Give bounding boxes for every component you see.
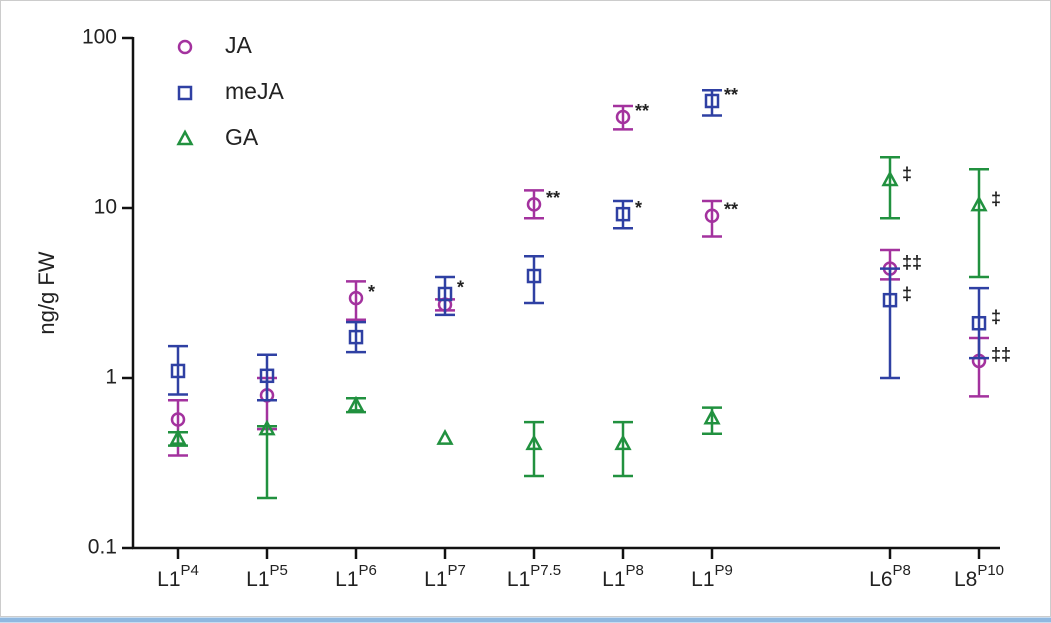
error-bar <box>880 267 900 380</box>
x-tick-label-main: L1 <box>507 568 530 591</box>
x-tick-label-main: L1 <box>424 568 447 591</box>
error-bar <box>880 155 900 220</box>
data-point <box>971 315 987 331</box>
y-tick-label: 1 <box>105 366 117 389</box>
x-tick-label: L1P7 <box>424 562 466 591</box>
x-tick-label: L6P8 <box>869 562 911 591</box>
x-tick-label-main: L8 <box>954 568 977 591</box>
data-point <box>170 412 186 427</box>
x-tick-label: L1P6 <box>335 562 377 591</box>
legend-marker <box>177 85 193 101</box>
data-point <box>259 368 275 384</box>
y-axis-label: ng/g FW <box>34 251 59 334</box>
significance-label: ‡ <box>902 164 912 184</box>
x-tick-label-sup: P6 <box>359 562 377 579</box>
significance-label: ‡ <box>991 189 1001 209</box>
data-point <box>970 195 988 212</box>
significance-label: ** <box>724 200 738 220</box>
error-bar <box>524 189 544 220</box>
x-tick-label-main: L6 <box>869 568 892 591</box>
significance-label: * <box>457 278 464 298</box>
error-bar <box>969 168 989 279</box>
error-bar <box>613 199 633 230</box>
y-tick-label: 0.1 <box>88 536 117 559</box>
x-tick-label-main: L1 <box>691 568 714 591</box>
x-tick-label: L1P5 <box>246 562 288 591</box>
significance-label: ** <box>635 101 649 121</box>
significance-label: ** <box>546 188 560 208</box>
x-tick-label-sup: P10 <box>977 562 1004 579</box>
legend-label: GA <box>225 124 259 150</box>
x-tick-label: L1P9 <box>691 562 733 591</box>
y-tick-label: 10 <box>94 196 117 219</box>
data-point <box>258 419 276 436</box>
data-point <box>615 206 631 222</box>
x-tick-label: L8P10 <box>954 562 1004 591</box>
error-bar <box>524 255 544 305</box>
legend-marker <box>176 129 194 146</box>
data-point <box>704 208 720 224</box>
x-tick-label-main: L1 <box>335 568 358 591</box>
x-tick-label: L1P4 <box>157 562 199 591</box>
error-bar <box>257 425 277 500</box>
significance-label: ‡‡ <box>991 345 1011 365</box>
x-tick-label-sup: P5 <box>270 562 288 579</box>
data-point <box>525 434 543 451</box>
data-point <box>348 290 364 306</box>
data-point <box>615 109 631 125</box>
error-bar <box>346 320 366 354</box>
data-point <box>703 408 721 425</box>
x-tick-label: L1P7.5 <box>507 562 561 591</box>
legend-label: JA <box>225 32 253 58</box>
x-tick-label-sup: P8 <box>893 562 911 579</box>
legend-marker <box>177 39 193 55</box>
significance-label: ** <box>724 85 738 105</box>
x-tick-label: L1P8 <box>602 562 644 591</box>
error-bar <box>702 199 722 238</box>
x-tick-label-sup: P7.5 <box>530 562 561 579</box>
error-bar <box>257 353 277 402</box>
data-point <box>526 197 542 212</box>
significance-label: ‡ <box>902 284 912 304</box>
error-bar <box>168 344 188 396</box>
significance-label: ‡ <box>991 307 1001 327</box>
x-tick-label-sup: P4 <box>181 562 199 579</box>
error-bar <box>969 286 989 360</box>
x-tick-label-main: L1 <box>602 568 625 591</box>
data-point <box>347 395 365 412</box>
error-bar <box>346 280 366 322</box>
error-bar <box>435 275 455 317</box>
data-point <box>348 329 364 345</box>
x-tick-label-main: L1 <box>246 568 269 591</box>
x-tick-label-sup: P9 <box>715 562 733 579</box>
x-tick-label-main: L1 <box>157 568 180 591</box>
y-tick-label: 100 <box>82 26 117 49</box>
data-point <box>169 428 187 445</box>
data-point <box>437 286 453 302</box>
data-point <box>704 93 720 109</box>
data-point <box>614 434 632 451</box>
data-point <box>170 363 186 379</box>
x-tick-label-sup: P7 <box>448 562 466 579</box>
x-tick-label-sup: P8 <box>626 562 644 579</box>
significance-label: * <box>635 198 642 218</box>
data-point <box>882 292 898 308</box>
data-point <box>881 170 899 187</box>
data-point <box>436 428 454 445</box>
significance-label: * <box>368 282 375 302</box>
significance-label: ‡‡ <box>902 252 922 272</box>
legend-label: meJA <box>225 78 284 104</box>
data-point <box>526 268 542 284</box>
